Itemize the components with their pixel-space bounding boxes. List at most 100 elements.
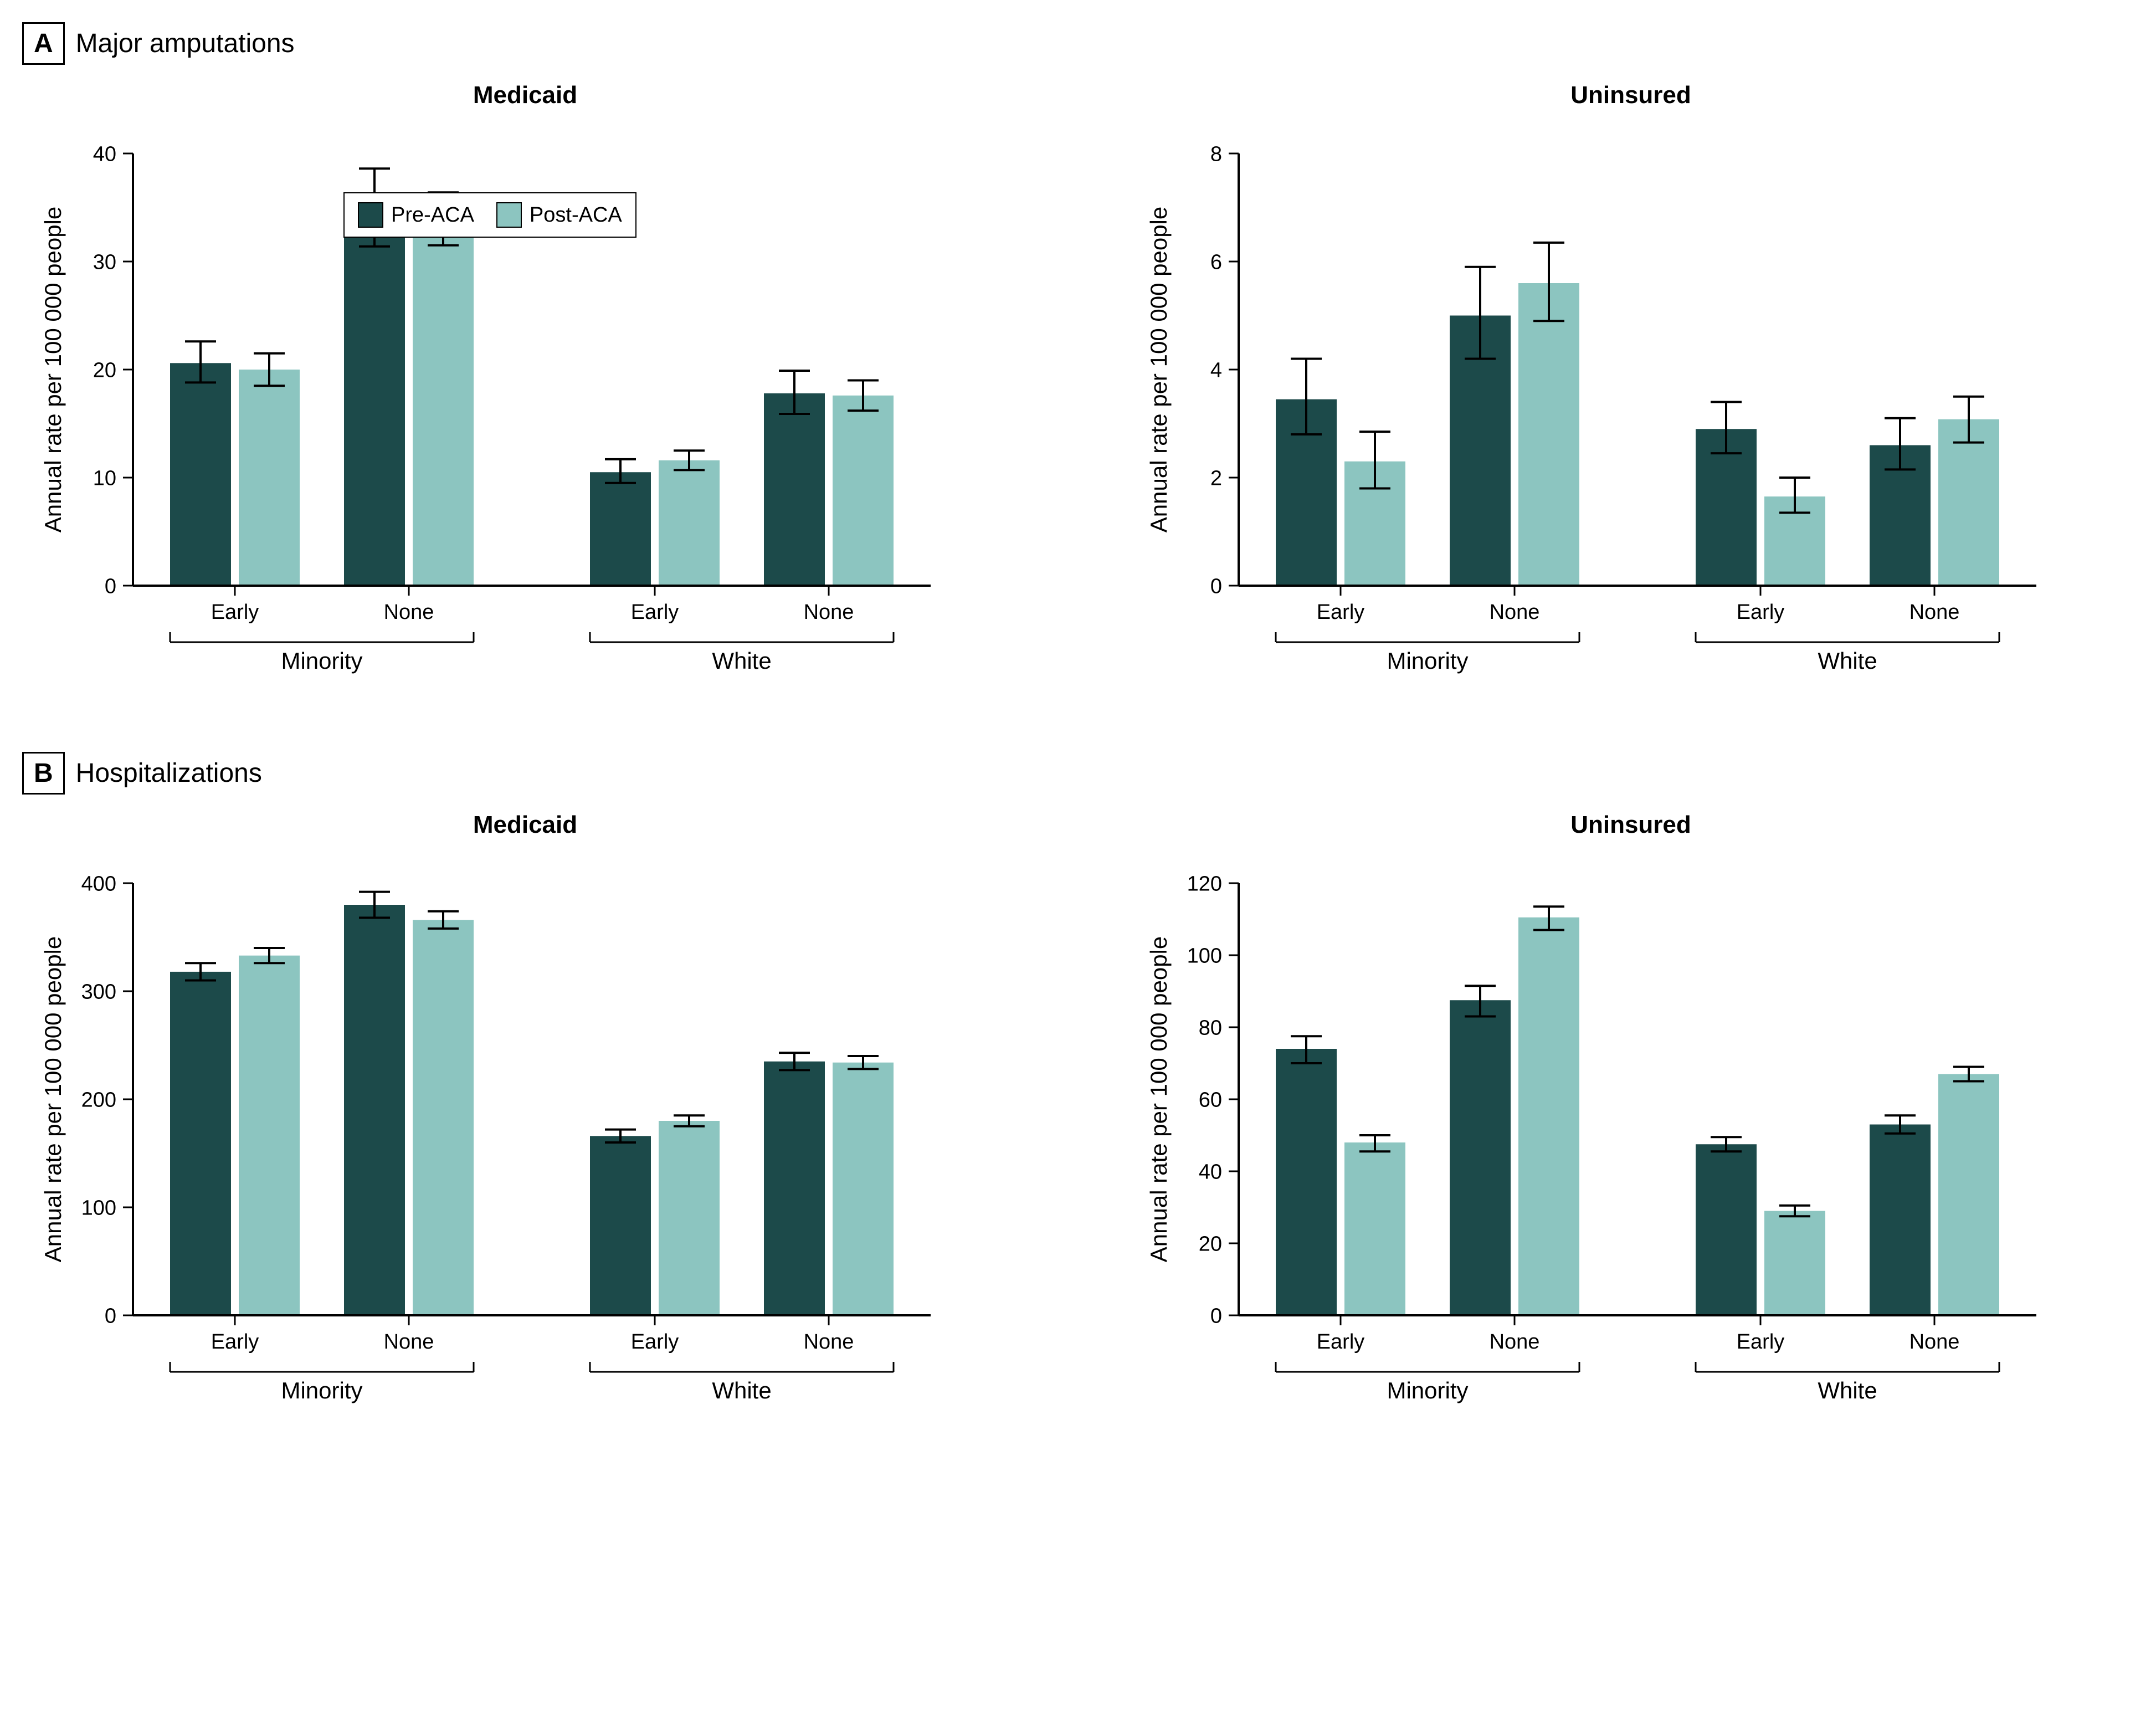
y-axis-label: Annual rate per 100 000 people [1146, 207, 1172, 532]
legend-swatch-pre [358, 202, 383, 228]
bar-post [659, 1121, 720, 1315]
y-tick-label: 0 [105, 1304, 116, 1328]
legend-label-post: Post-ACA [530, 203, 622, 227]
bar-post [659, 460, 720, 586]
chart: 010203040EarlyNoneEarlyNoneMinorityWhite… [22, 120, 953, 685]
x-super-label: Minority [281, 1377, 362, 1403]
chart-svg: 0100200300400EarlyNoneEarlyNoneMinorityW… [22, 850, 953, 1415]
chart-row: Medicaid010203040EarlyNoneEarlyNoneMinor… [22, 81, 2134, 685]
x-axis-label: Adoption status [1557, 684, 1718, 685]
legend-label-pre: Pre-ACA [391, 203, 474, 227]
y-tick-label: 100 [1187, 944, 1222, 967]
bar-post [1938, 419, 1999, 586]
chart-svg: 020406080100120EarlyNoneEarlyNoneMinorit… [1128, 850, 2059, 1415]
x-sub-label: None [804, 1330, 854, 1354]
section-title: Major amputations [76, 28, 295, 59]
y-tick-label: 4 [1210, 358, 1222, 382]
legend-swatch-post [496, 202, 522, 228]
bar-post [1518, 918, 1579, 1315]
x-super-label: White [712, 648, 771, 674]
y-axis-label: Annual rate per 100 000 people [1146, 936, 1172, 1262]
bar-pre [590, 1136, 651, 1315]
y-tick-label: 2 [1210, 467, 1222, 490]
bar-pre [170, 972, 231, 1315]
x-axis-label: Adoption status [451, 684, 612, 685]
legend: Pre-ACA Post-ACA [343, 192, 636, 238]
y-tick-label: 40 [1199, 1160, 1222, 1183]
x-sub-label: Early [1317, 1330, 1365, 1354]
x-super-label: Minority [1387, 1377, 1468, 1403]
y-tick-label: 8 [1210, 142, 1222, 166]
y-axis-label: Annual rate per 100 000 people [40, 936, 66, 1262]
bar-pre [170, 363, 231, 586]
y-tick-label: 120 [1187, 872, 1222, 895]
y-tick-label: 6 [1210, 250, 1222, 274]
y-tick-label: 300 [81, 980, 116, 1003]
y-tick-label: 0 [1210, 575, 1222, 598]
bar-pre [344, 208, 405, 586]
bar-post [1764, 1211, 1825, 1316]
x-sub-label: None [1909, 1330, 1960, 1354]
chart: 0100200300400EarlyNoneEarlyNoneMinorityW… [22, 850, 953, 1415]
x-axis-label: Adoption status [451, 1414, 612, 1415]
bar-post [833, 396, 894, 586]
x-sub-label: None [804, 601, 854, 624]
bar-post [833, 1063, 894, 1315]
section-letter: B [22, 752, 65, 795]
y-tick-label: 400 [81, 872, 116, 895]
x-sub-label: Early [211, 1330, 259, 1354]
y-tick-label: 0 [1210, 1304, 1222, 1328]
chart-wrap: Medicaid010203040EarlyNoneEarlyNoneMinor… [22, 81, 1028, 685]
bar-post [1344, 1142, 1405, 1315]
chart: 020406080100120EarlyNoneEarlyNoneMinorit… [1128, 850, 2059, 1415]
section-title: Hospitalizations [76, 758, 262, 788]
x-super-label: White [1818, 648, 1877, 674]
x-super-label: Minority [1387, 648, 1468, 674]
y-tick-label: 100 [81, 1196, 116, 1219]
x-super-label: White [712, 1377, 771, 1403]
section-header: A Major amputations [22, 22, 2134, 65]
section-letter: A [22, 22, 65, 65]
chart-wrap: Medicaid0100200300400EarlyNoneEarlyNoneM… [22, 811, 1028, 1415]
x-sub-label: None [1909, 601, 1960, 624]
bar-post [413, 219, 474, 586]
bar-post [1518, 283, 1579, 586]
y-tick-label: 20 [1199, 1232, 1222, 1255]
y-axis-label: Annual rate per 100 000 people [40, 207, 66, 532]
bar-pre [764, 393, 825, 586]
chart-row: Medicaid0100200300400EarlyNoneEarlyNoneM… [22, 811, 2134, 1415]
y-tick-label: 30 [93, 250, 116, 274]
chart-wrap: Uninsured020406080100120EarlyNoneEarlyNo… [1128, 811, 2134, 1415]
bar-pre [764, 1062, 825, 1315]
x-sub-label: None [384, 1330, 434, 1354]
chart-title: Uninsured [1128, 81, 2134, 109]
legend-item-post: Post-ACA [496, 202, 622, 228]
chart-svg: 0 2 4 6 8 Early None Early None Minority White Adop… [1128, 120, 2059, 685]
x-sub-label: None [384, 601, 434, 624]
bar-pre [590, 472, 651, 586]
y-tick-label: 20 [93, 358, 116, 382]
y-tick-label: 60 [1199, 1088, 1222, 1111]
x-super-label: White [1818, 1377, 1877, 1403]
bar-pre [1870, 1125, 1931, 1316]
bar-post [413, 920, 474, 1315]
bar-pre [344, 905, 405, 1315]
bar-pre [1696, 1144, 1757, 1315]
bar-post [1938, 1074, 1999, 1316]
y-tick-label: 40 [93, 142, 116, 166]
chart: 0 2 4 6 8 Early None Early None Minority White Adop… [1128, 120, 2059, 685]
y-tick-label: 0 [105, 575, 116, 598]
chart-wrap: Uninsured 0 2 4 6 8 Early None Early None Minority… [1128, 81, 2134, 685]
y-tick-label: 80 [1199, 1016, 1222, 1039]
x-sub-label: Early [631, 601, 679, 624]
x-sub-label: Early [1737, 601, 1785, 624]
x-sub-label: Early [211, 601, 259, 624]
bar-pre [1276, 1049, 1337, 1315]
chart-title: Medicaid [22, 81, 1028, 109]
x-sub-label: Early [1317, 601, 1365, 624]
legend-item-pre: Pre-ACA [358, 202, 474, 228]
x-sub-label: None [1490, 601, 1540, 624]
figure: AMajor amputationsMedicaid010203040Early… [22, 22, 2134, 1415]
x-sub-label: Early [1737, 1330, 1785, 1354]
bar-pre [1450, 1000, 1511, 1315]
